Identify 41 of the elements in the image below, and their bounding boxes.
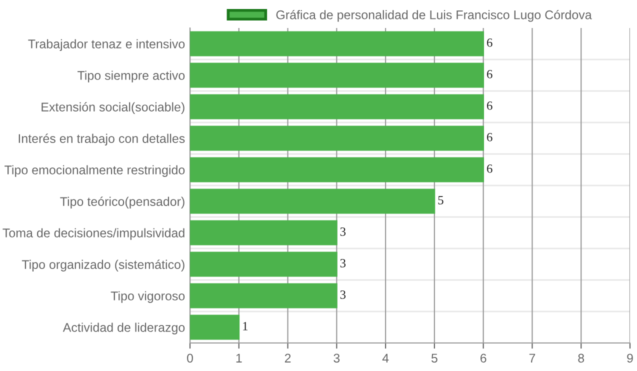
x-tick-label: 4 — [382, 354, 389, 362]
x-tick-label: 3 — [334, 354, 340, 363]
legend-label: Gráfica de personalidad de Luis Francisco Lugo Córdova — [276, 10, 592, 22]
y-tick-label: Tipo siempre activo — [78, 70, 185, 82]
x-tick-label: 6 — [480, 354, 486, 363]
bar — [190, 157, 484, 182]
y-tick-label: Toma de decisiones/impulsividad — [2, 228, 184, 240]
y-tick-label: Tipo vigoroso — [110, 291, 185, 303]
data-label: 3 — [340, 227, 346, 236]
bar — [190, 188, 436, 214]
x-tick-label: 0 — [187, 354, 193, 363]
data-label: 6 — [486, 101, 492, 110]
bar — [190, 62, 484, 88]
x-tick-label: 1 — [236, 354, 242, 362]
y-tick-label: Interés en trabajo con detalles — [18, 134, 185, 146]
x-tick-label: 2 — [284, 354, 291, 362]
data-label: 3 — [340, 290, 346, 299]
bar — [190, 283, 338, 308]
y-tick-label: Tipo emocionalmente restringido — [4, 165, 185, 177]
bar — [190, 94, 484, 120]
data-label: 6 — [486, 38, 492, 47]
x-tick-label: 7 — [529, 354, 536, 362]
data-label: 6 — [486, 132, 492, 142]
y-tick-label: Trabajador tenaz e intensivo — [28, 39, 185, 51]
x-tick-label: 9 — [627, 354, 633, 363]
bar — [190, 220, 338, 246]
data-label: 1 — [243, 322, 248, 330]
x-tick-label: 5 — [431, 354, 438, 363]
bar — [190, 126, 484, 151]
y-tick-label: Tipo organizado (sistemático) — [22, 260, 184, 272]
bar — [190, 252, 338, 277]
data-label: 3 — [340, 258, 346, 268]
data-label: 6 — [486, 164, 492, 173]
y-tick-label: Tipo teórico(pensador) — [60, 196, 184, 208]
bar — [190, 314, 240, 340]
y-tick-label: Extensión social(sociable) — [42, 102, 184, 114]
x-tick-label: 8 — [578, 354, 584, 363]
y-tick-label: Actividad de liderazgo — [62, 322, 185, 334]
bar — [190, 31, 484, 56]
data-label: 5 — [438, 196, 444, 204]
data-label: 6 — [486, 70, 492, 78]
